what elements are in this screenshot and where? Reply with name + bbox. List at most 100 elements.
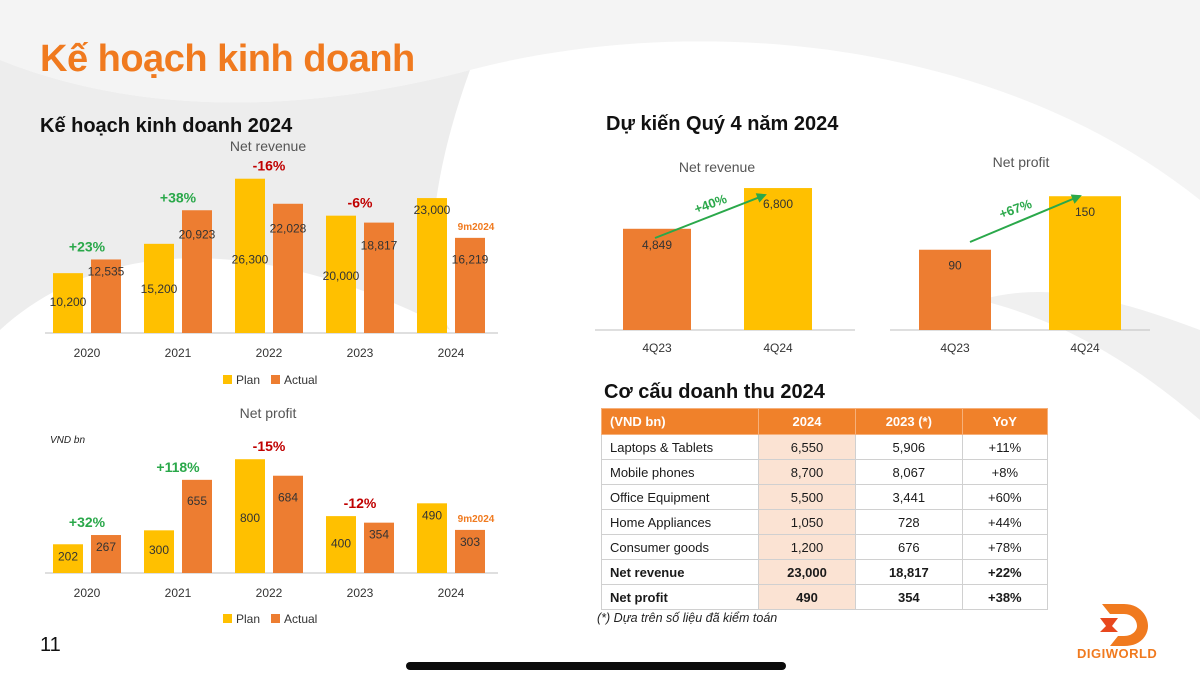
actual-value-label: 303 [460, 535, 480, 549]
q4-category-label: 4Q24 [763, 341, 793, 355]
actual-bar [455, 529, 485, 573]
plan-value-label: 23,000 [414, 203, 451, 217]
table-cell: 3,441 [855, 484, 963, 510]
q4-category-label: 4Q24 [1070, 341, 1100, 355]
table-cell: Mobile phones [601, 459, 759, 485]
actual-value-label: 12,535 [88, 264, 125, 278]
chart-title: Net profit [240, 405, 297, 421]
legend-actual-label: Actual [284, 612, 317, 626]
q4-bar [623, 228, 691, 330]
category-label: 2023 [347, 346, 374, 360]
table-header-cell: (VND bn) [601, 408, 759, 435]
table-cell: +78% [961, 534, 1049, 560]
growth-arrow-line [969, 195, 1081, 243]
chart-title: Net revenue [230, 138, 306, 154]
annual-revenue-chart: Net revenue 10,200 12,535 +23% 2020 15,200 20,… [45, 138, 498, 387]
actual-bar [182, 479, 212, 573]
legend-actual-swatch [271, 614, 280, 623]
q4-value-label: 6,800 [763, 197, 793, 211]
category-label: 2020 [74, 346, 101, 360]
growth-label: +118% [156, 459, 200, 475]
table-cell: Net profit [601, 584, 759, 610]
q4-value-label: 90 [948, 259, 962, 273]
page-number: 11 [40, 634, 61, 656]
growth-arrow-line [654, 194, 766, 239]
actual-bar [455, 237, 485, 333]
table-cell: Consumer goods [601, 534, 759, 560]
category-label: 2024 [438, 586, 465, 600]
category-label: 2022 [256, 346, 283, 360]
legend-plan-label: Plan [236, 373, 260, 387]
unit-label: VND bn [50, 435, 85, 446]
table-footnote: (*) Dựa trên số liệu đã kiểm toán [597, 611, 778, 625]
plan-bar [144, 530, 174, 573]
table-row: Net profit 490 354 +38% [601, 584, 1049, 610]
table-header-cell: 2024 [758, 408, 856, 435]
growth-label: -6% [348, 195, 373, 211]
actual-value-label: 20,923 [179, 228, 216, 242]
plan-bar [417, 503, 447, 573]
legend-plan-swatch [223, 375, 232, 384]
table-row: Net revenue 23,000 18,817 +22% [601, 559, 1049, 585]
table-cell: 676 [855, 534, 963, 560]
actual-bar [182, 210, 212, 333]
q4-bar [1049, 196, 1121, 330]
plan-value-label: 15,200 [141, 282, 178, 296]
plan-bar [144, 243, 174, 333]
table-header-cell: YoY [961, 408, 1049, 435]
growth-label: -15% [253, 438, 286, 454]
plan-bar [326, 215, 356, 333]
growth-arrow-head [1070, 194, 1082, 204]
plan-bar [235, 178, 265, 333]
page-title: Kế hoạch kinh doanh [40, 38, 415, 80]
plan-value-label: 20,000 [323, 269, 360, 283]
growth-label: +32% [69, 514, 106, 530]
plan-value-label: 300 [149, 543, 169, 557]
table-row: Laptops & Tablets 6,550 5,906 +11% [601, 434, 1049, 460]
table-cell: 490 [758, 584, 856, 610]
table-cell: Net revenue [601, 559, 759, 585]
category-label: 2020 [74, 586, 101, 600]
plan-bar [417, 198, 447, 333]
table-cell: +38% [961, 584, 1049, 610]
table-cell: Home Appliances [601, 509, 759, 535]
table-cell: 1,050 [758, 509, 856, 535]
plan-value-label: 26,300 [232, 253, 269, 267]
table-row: Mobile phones 8,700 8,067 +8% [601, 459, 1049, 485]
actual-value-label: 655 [187, 494, 207, 508]
table-cell: 18,817 [855, 559, 963, 585]
growth-label: +38% [160, 189, 197, 205]
revenue-structure-table: (VND bn) 2024 2023 (*) YoY Laptops & Tab… [601, 408, 1049, 610]
table-cell: 8,700 [758, 459, 856, 485]
actual-value-label: 354 [369, 528, 389, 542]
table-cell: Office Equipment [601, 484, 759, 510]
table-cell: 1,200 [758, 534, 856, 560]
table-cell: +60% [961, 484, 1049, 510]
table-cell: 23,000 [758, 559, 856, 585]
table-cell: +11% [961, 434, 1049, 460]
q4-value-label: 150 [1075, 205, 1095, 219]
category-label: 2023 [347, 586, 374, 600]
plan-bar [53, 544, 83, 573]
table-cell: Laptops & Tablets [601, 434, 759, 460]
chart-title: Net profit [993, 154, 1050, 170]
actual-value-label: 22,028 [270, 222, 307, 236]
plan-bar [53, 273, 83, 333]
actual-bar [364, 522, 394, 573]
plan-bar [326, 516, 356, 573]
category-label: 2021 [165, 586, 192, 600]
table-cell: 6,550 [758, 434, 856, 460]
period-annotation: 9m2024 [458, 514, 495, 525]
q4-revenue-chart: Net revenue 4,849 4Q23 6,800 4Q24 +40% [595, 159, 855, 355]
q4-bar [744, 188, 812, 330]
table-header-row: (VND bn) 2024 2023 (*) YoY [601, 408, 1049, 435]
table-cell: 5,500 [758, 484, 856, 510]
q4-category-label: 4Q23 [642, 341, 672, 355]
table-header-cell: 2023 (*) [855, 408, 963, 435]
actual-value-label: 18,817 [361, 239, 398, 253]
actual-value-label: 16,219 [452, 252, 489, 266]
annual-profit-chart: Net profit VND bn 202 267 +32% 2020 300 655 +118… [45, 405, 498, 626]
actual-bar [91, 259, 121, 333]
chart-title: Net revenue [679, 159, 755, 175]
